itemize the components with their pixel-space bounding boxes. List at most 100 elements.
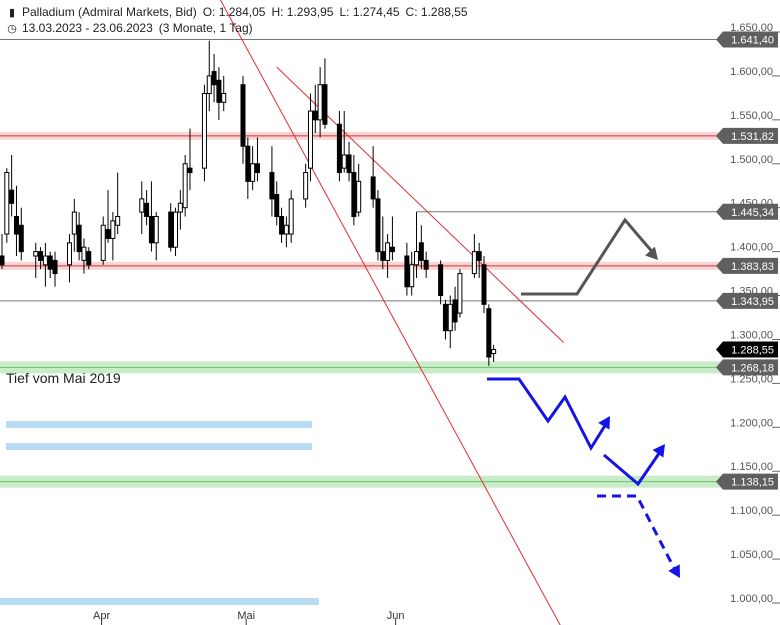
candle-body bbox=[148, 215, 154, 244]
candle-body bbox=[317, 84, 323, 121]
candle-body bbox=[375, 198, 381, 253]
bullish-scenario-path bbox=[521, 217, 657, 296]
candle-body bbox=[452, 299, 458, 323]
target-zone bbox=[6, 421, 312, 428]
candle-body bbox=[173, 211, 179, 248]
level-badge: 1.268,18 bbox=[731, 362, 774, 374]
last-price-badge: 1.288,55 bbox=[731, 345, 774, 357]
y-tick-label: 1.000,00 bbox=[730, 593, 773, 605]
y-tick-label: 1.050,00 bbox=[730, 549, 773, 561]
candle-body bbox=[139, 198, 145, 213]
candle-body bbox=[66, 242, 72, 266]
candle-body bbox=[245, 145, 251, 182]
open-value: O: 1.284,05 bbox=[202, 5, 266, 19]
candle-body bbox=[356, 180, 362, 213]
y-tick-label: 1.550,00 bbox=[730, 110, 773, 122]
candle-body bbox=[322, 84, 328, 125]
candle-body bbox=[86, 251, 92, 266]
candle-body bbox=[254, 163, 260, 174]
level-badge: 1.641,40 bbox=[731, 35, 774, 47]
x-tick-label: Apr bbox=[93, 610, 110, 622]
candle-body bbox=[312, 110, 318, 121]
scenario-arrows bbox=[487, 217, 680, 578]
candle-body bbox=[81, 246, 87, 261]
support-annotation: Tief vom Mai 2019 bbox=[6, 370, 121, 386]
candle-body bbox=[211, 71, 217, 86]
candle-body bbox=[351, 172, 357, 217]
candle-body bbox=[144, 202, 150, 217]
last-price-badge-bg bbox=[716, 341, 778, 358]
y-tick-label: 1.650,00 bbox=[730, 22, 773, 34]
y-tick-label: 1.400,00 bbox=[730, 242, 773, 254]
candle-body bbox=[206, 75, 212, 94]
candle-body bbox=[110, 220, 116, 239]
bullish-arrowhead bbox=[645, 246, 658, 260]
candle-body bbox=[201, 92, 207, 169]
candle-body bbox=[33, 251, 39, 257]
chart-header: ▮ Palladium (Admiral Markets, Bid) O: 1.28… bbox=[6, 5, 474, 19]
candle-body bbox=[168, 211, 174, 248]
close-value: C: 1.288,55 bbox=[405, 5, 468, 19]
candle-body bbox=[177, 202, 183, 213]
candle-body bbox=[447, 303, 453, 332]
candle-body bbox=[4, 172, 10, 235]
candle-body bbox=[76, 224, 82, 253]
level-badge: 1.445,34 bbox=[731, 207, 774, 219]
period-label: (3 Monate, 1 Tag) bbox=[158, 21, 253, 35]
level-badge-bg bbox=[716, 292, 778, 309]
y-tick-label: 1.600,00 bbox=[730, 66, 773, 78]
candle-body bbox=[100, 224, 106, 261]
candle-body bbox=[115, 215, 121, 226]
level-badge-bg bbox=[716, 31, 778, 48]
candle-body bbox=[9, 189, 15, 204]
candle-body bbox=[42, 255, 48, 266]
candle-body bbox=[380, 251, 386, 261]
candle-body bbox=[216, 79, 222, 103]
candle-body bbox=[307, 110, 313, 169]
candle-body bbox=[47, 255, 53, 270]
candle-body bbox=[423, 259, 429, 270]
candle-body bbox=[250, 163, 256, 182]
low-value: L: 1.274,45 bbox=[339, 5, 400, 19]
breakdown-arrowhead bbox=[668, 564, 680, 578]
candle-body bbox=[409, 264, 415, 288]
chart-period: ◷ 13.03.2023 - 23.06.2023 (3 Monate, 1 Tag… bbox=[6, 21, 259, 35]
candle-body bbox=[471, 251, 477, 275]
level-badge-bg bbox=[716, 359, 778, 376]
y-tick-label: 1.150,00 bbox=[730, 461, 773, 473]
instrument-name: Palladium (Admiral Markets, Bid) bbox=[22, 5, 197, 19]
y-tick-label: 1.300,00 bbox=[730, 329, 773, 341]
candle-body bbox=[389, 246, 395, 253]
target-zone bbox=[6, 443, 312, 450]
candle-body bbox=[240, 84, 246, 147]
candle-body bbox=[442, 303, 448, 332]
y-tick-label: 1.500,00 bbox=[730, 154, 773, 166]
candle-body bbox=[279, 215, 285, 235]
candle-body bbox=[274, 194, 280, 217]
candle-body bbox=[385, 242, 391, 261]
level-badge-bg bbox=[716, 203, 778, 220]
y-tick-label: 1.250,00 bbox=[730, 373, 773, 385]
rebound-arrowhead bbox=[652, 444, 665, 458]
candle-body bbox=[370, 176, 376, 200]
x-tick-label: Mai bbox=[237, 610, 255, 622]
candle-body bbox=[13, 215, 19, 235]
candle-body bbox=[457, 273, 463, 314]
candle-body bbox=[105, 229, 111, 239]
target-zone bbox=[0, 598, 319, 605]
candle-body bbox=[269, 172, 275, 200]
level-badge: 1.531,82 bbox=[731, 131, 774, 143]
trendlines bbox=[219, 0, 564, 625]
candle-body bbox=[486, 308, 492, 358]
candle-body bbox=[18, 224, 24, 253]
candle-body bbox=[303, 172, 309, 200]
x-axis: Apr Mai Jun bbox=[93, 610, 404, 625]
candle-body bbox=[52, 259, 58, 275]
level-badge: 1.343,95 bbox=[731, 296, 774, 308]
candle-body bbox=[182, 163, 188, 209]
high-value: H: 1.293,95 bbox=[271, 5, 334, 19]
bearish-scenario-path bbox=[487, 377, 608, 452]
candle-body bbox=[336, 123, 342, 174]
candlestick-icon: ▮ bbox=[8, 7, 16, 19]
candles bbox=[0, 40, 497, 366]
